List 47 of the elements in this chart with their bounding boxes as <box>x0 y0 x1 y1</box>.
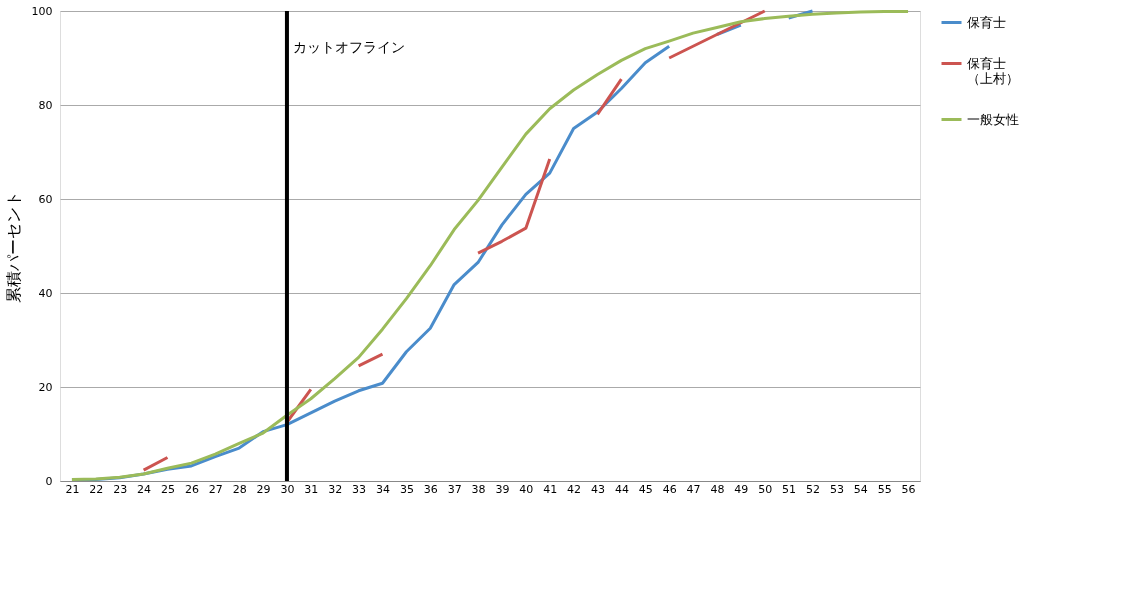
legend-label: 一般女性 <box>967 111 1019 127</box>
x-tick-label: 51 <box>782 482 797 496</box>
x-tick-label: 32 <box>328 482 343 496</box>
x-tick-label: 42 <box>567 482 582 496</box>
x-tick-label: 27 <box>208 482 223 496</box>
x-tick-label: 47 <box>686 482 701 496</box>
x-tick-label: 25 <box>161 482 175 496</box>
x-tick-label: 35 <box>399 482 414 496</box>
x-tick-label: 50 <box>758 482 773 496</box>
x-tick-label: 37 <box>447 482 462 496</box>
x-tick-label: 46 <box>662 482 677 496</box>
y-tick-label: 100 <box>31 4 53 18</box>
x-tick-label: 44 <box>614 482 629 496</box>
legend-label: 保育士（上村） <box>967 55 1019 86</box>
x-tick-label: 21 <box>65 482 80 496</box>
y-tick-label: 60 <box>38 192 53 206</box>
x-tick-label: 43 <box>591 482 605 496</box>
x-tick-label: 34 <box>376 482 390 496</box>
x-tick-label: 24 <box>137 482 152 496</box>
x-tick-label: 48 <box>710 482 725 496</box>
y-tick-label: 80 <box>38 98 53 112</box>
x-tick-label: 29 <box>256 482 271 496</box>
x-tick-label: 40 <box>519 482 534 496</box>
x-tick-label: 49 <box>734 482 749 496</box>
x-tick-label: 36 <box>423 482 438 496</box>
x-tick-label: 38 <box>471 482 486 496</box>
y-tick-label: 20 <box>38 380 53 394</box>
x-tick-label: 26 <box>184 482 199 496</box>
x-tick-label: 39 <box>495 482 510 496</box>
y-tick-label: 40 <box>38 286 53 300</box>
legend-label: 保育士 <box>967 14 1006 30</box>
x-tick-label: 33 <box>352 482 367 496</box>
x-tick-label: 55 <box>877 482 892 496</box>
x-tick-label: 30 <box>280 482 295 496</box>
y-axis-title: 累積パーセント <box>3 190 23 303</box>
x-tick-label: 31 <box>304 482 319 496</box>
x-tick-label: 53 <box>829 482 844 496</box>
x-tick-label: 22 <box>89 482 104 496</box>
x-tick-label: 56 <box>901 482 916 496</box>
y-tick-label: 0 <box>45 474 53 488</box>
x-tick-label: 41 <box>543 482 558 496</box>
ref-line-label: カットオフライン <box>292 39 405 55</box>
x-tick-label: 45 <box>638 482 653 496</box>
x-tick-label: 28 <box>232 482 247 496</box>
x-tick-label: 52 <box>806 482 820 496</box>
x-tick-label: 23 <box>113 482 128 496</box>
x-tick-label: 54 <box>853 482 868 496</box>
